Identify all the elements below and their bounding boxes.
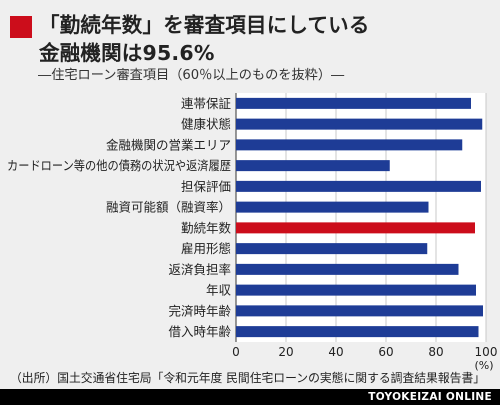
title-marker <box>10 16 32 38</box>
tick-label: 40 <box>328 345 343 359</box>
tick-label: 80 <box>428 345 443 359</box>
bar <box>236 326 479 338</box>
publisher-brand: TOYOKEIZAI ONLINE <box>368 391 492 403</box>
category-label: 年収 <box>206 283 232 298</box>
tick-label: 60 <box>378 345 393 359</box>
plot-area <box>236 93 486 342</box>
bar <box>236 222 475 234</box>
category-label: 返済負担率 <box>168 262 231 277</box>
unit-label: (%) <box>474 359 493 372</box>
category-label: 勤続年数 <box>181 220 232 235</box>
bar <box>236 97 471 109</box>
tick-label: 100 <box>475 345 498 359</box>
bar <box>236 263 459 275</box>
source-note: （出所）国土交通省住宅局「令和元年度 民間住宅ローンの実態に関する調査結果報告書… <box>10 371 486 385</box>
tick-label: 0 <box>232 345 240 359</box>
category-label: 健康状態 <box>181 117 231 132</box>
category-label: 連帯保証 <box>181 96 232 111</box>
bar <box>236 180 481 192</box>
bar <box>236 305 483 317</box>
category-label: 担保評価 <box>181 179 231 194</box>
bar <box>236 284 476 296</box>
tick-label: 20 <box>278 345 293 359</box>
category-label: 融資可能額（融資率） <box>106 200 231 215</box>
category-label: 金融機関の営業エリア <box>106 137 231 152</box>
bar <box>236 243 428 255</box>
chart-subtitle: ―住宅ローン審査項目（60％以上のものを抜粋）― <box>38 68 345 83</box>
bar <box>236 201 429 213</box>
category-label: 借入時年齢 <box>168 324 231 339</box>
category-label: 完済時年齢 <box>168 303 231 318</box>
footer-bar <box>0 389 500 405</box>
title-line-2: 金融機関は95.6% <box>39 41 215 65</box>
title-line-1: 「勤続年数」を審査項目にしている <box>39 13 370 37</box>
category-label: 雇用形態 <box>181 241 231 256</box>
bar <box>236 160 390 172</box>
bar <box>236 118 483 130</box>
bar <box>236 139 463 151</box>
category-label: カードローン等の他の債務の状況や返済履歴 <box>7 158 231 173</box>
